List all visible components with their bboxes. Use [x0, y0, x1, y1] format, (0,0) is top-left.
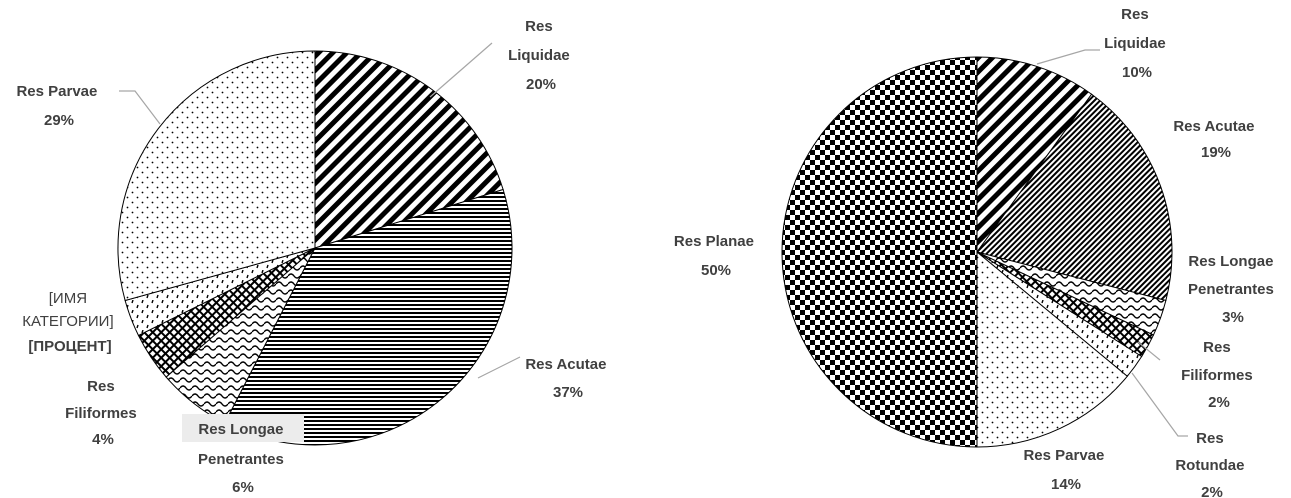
slice-label: Res Liquidae 10%	[1104, 6, 1170, 81]
slice-label: Res Acutae 19%	[1173, 118, 1258, 161]
slice-label: Res Longae Penetrantes 3%	[1188, 253, 1278, 326]
label-background	[182, 414, 304, 442]
slice-label: Res Parvae 14%	[1023, 447, 1108, 493]
pie-right	[781, 56, 1173, 448]
slice-label: Res Acutae 37%	[525, 356, 610, 401]
slice-label: Res Rotundae 2%	[1175, 430, 1248, 498]
leader-line	[477, 356, 521, 379]
slice-label: Res Liquidae 20%	[508, 18, 574, 93]
leader-line	[1137, 341, 1161, 361]
leader-line	[429, 42, 493, 98]
pie-slice	[976, 250, 1128, 448]
slice-label: [ИМЯ КАТЕГОРИИ] [ПРОЦЕНТ]	[22, 290, 118, 355]
slice-label: Res Parvae 29%	[16, 83, 101, 129]
leader-line	[119, 90, 161, 125]
pie-slice	[976, 93, 1173, 302]
slice-label: Res Filiformes 2%	[1181, 339, 1257, 411]
pie-slice	[224, 188, 513, 446]
pie-slice	[117, 50, 316, 302]
leader-line	[1036, 49, 1100, 65]
category-name-placeholder: [ИМЯ	[49, 290, 87, 307]
pie-slice	[781, 56, 978, 448]
slice-label: Res Planae 50%	[674, 233, 758, 279]
slice-label: Res Longae Penetrantes 6%	[198, 421, 288, 496]
leader-line	[1131, 372, 1188, 437]
pie-left	[117, 50, 513, 446]
pie-slice	[976, 56, 1093, 254]
pie-slice	[314, 50, 504, 249]
slice-label: Res Filiformes 4%	[65, 378, 141, 448]
